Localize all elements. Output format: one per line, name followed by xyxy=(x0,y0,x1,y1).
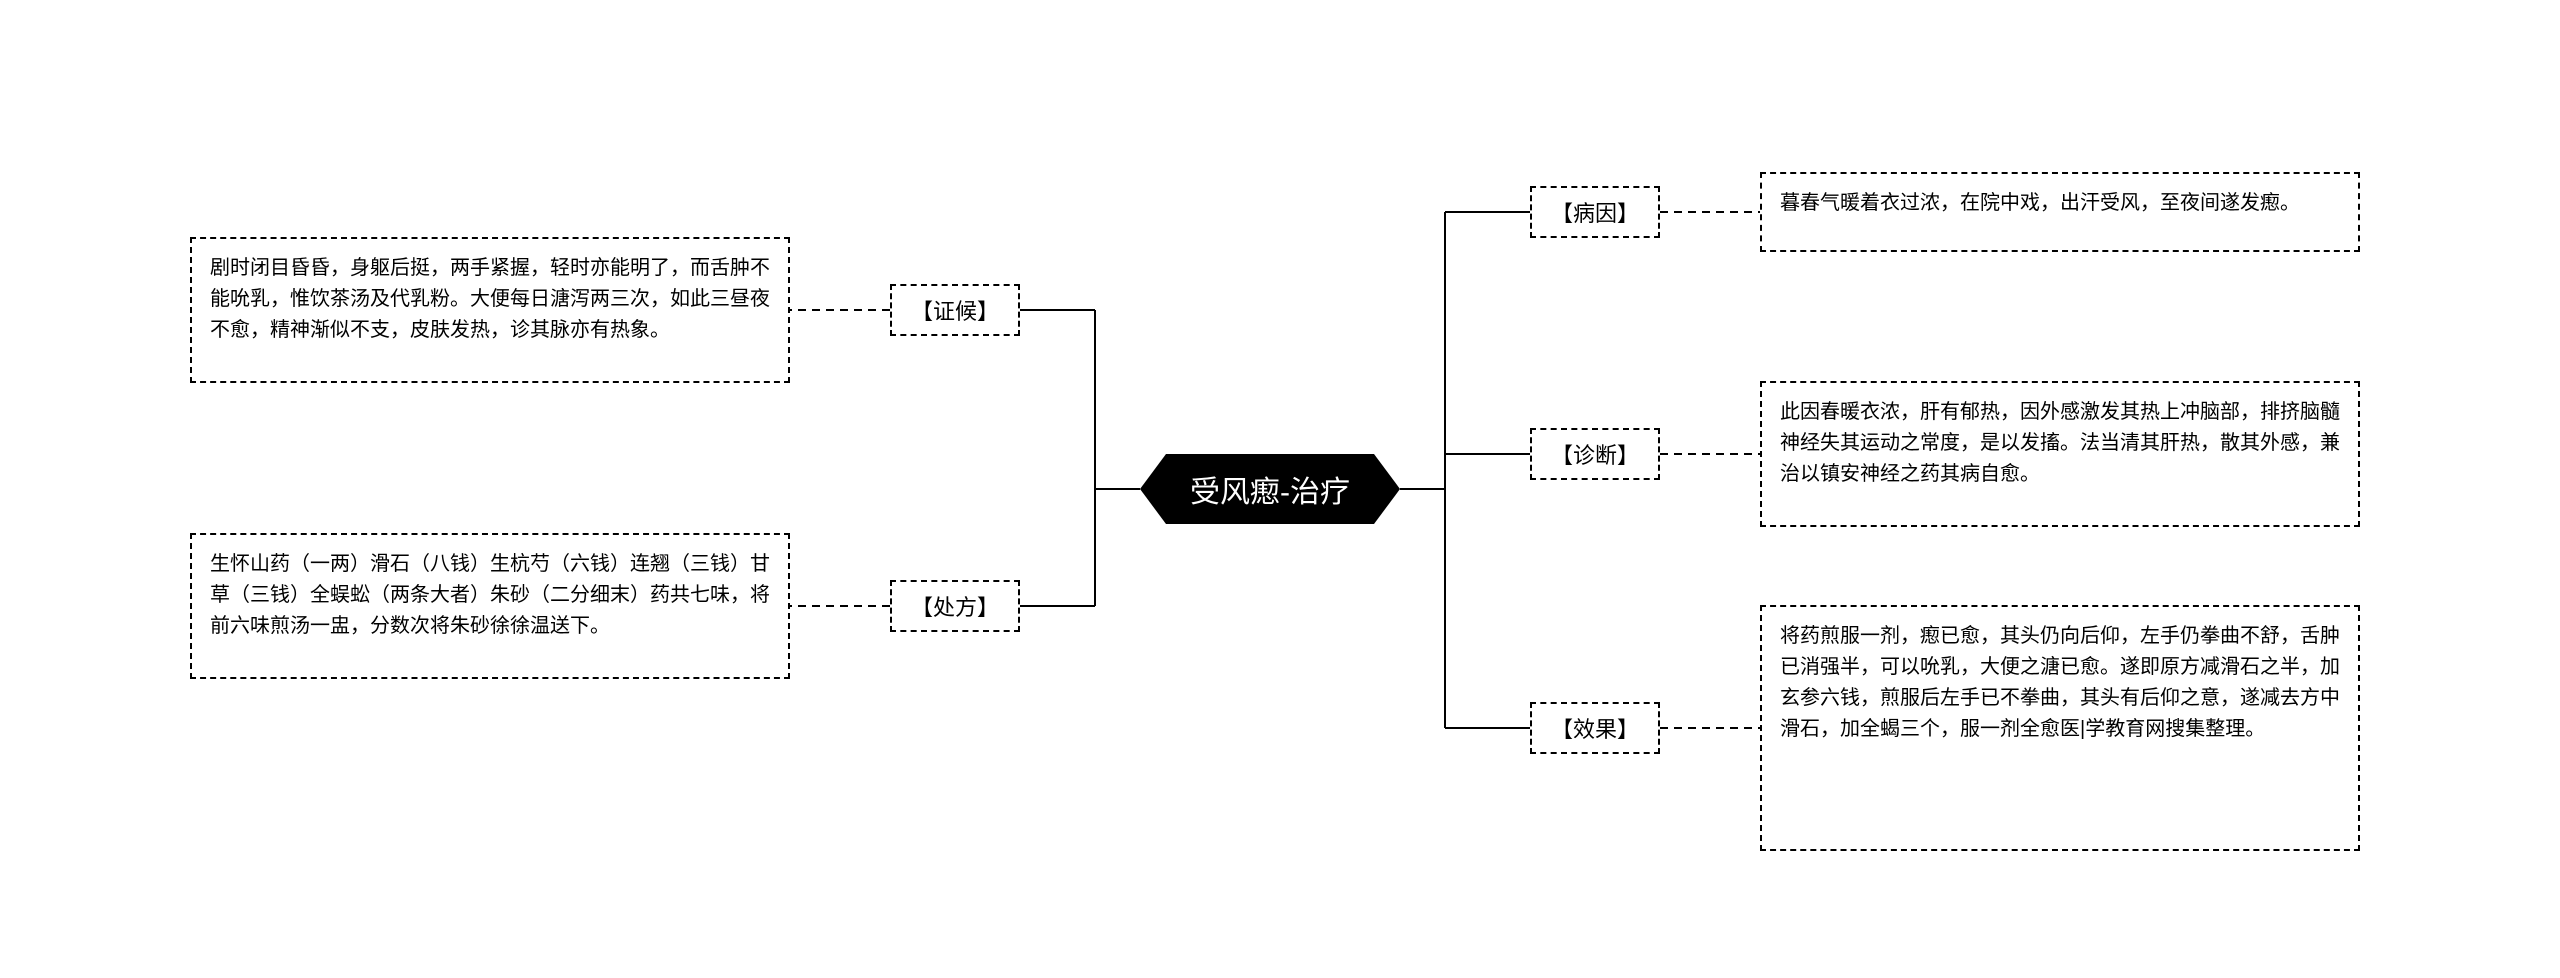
category-chufang: 【处方】 xyxy=(890,580,1020,632)
detail-text-bingyin: 暮春气暖着衣过浓，在院中戏，出汗受风，至夜间遂发瘛。 xyxy=(1780,192,2300,214)
category-label-bingyin: 【病因】 xyxy=(1551,196,1639,228)
category-label-zhenduan: 【诊断】 xyxy=(1551,438,1639,470)
detail-text-zhenghou: 剧时闭目昏昏，身躯后挺，两手紧握，轻时亦能明了，而舌肿不能吮乳，惟饮茶汤及代乳粉… xyxy=(210,257,770,341)
detail-zhenduan: 此因春暖衣浓，肝有郁热，因外感激发其热上冲脑部，排挤脑髓神经失其运动之常度，是以… xyxy=(1760,381,2360,527)
detail-zhenghou: 剧时闭目昏昏，身躯后挺，两手紧握，轻时亦能明了，而舌肿不能吮乳，惟饮茶汤及代乳粉… xyxy=(190,237,790,383)
category-zhenduan: 【诊断】 xyxy=(1530,428,1660,480)
category-label-zhenghou: 【证候】 xyxy=(911,294,999,326)
category-zhenghou: 【证候】 xyxy=(890,284,1020,336)
detail-xiaoguo: 将药煎服一剂，瘛已愈，其头仍向后仰，左手仍拳曲不舒，舌肿已消强半，可以吮乳，大便… xyxy=(1760,605,2360,851)
detail-text-xiaoguo: 将药煎服一剂，瘛已愈，其头仍向后仰，左手仍拳曲不舒，舌肿已消强半，可以吮乳，大便… xyxy=(1780,625,2340,740)
detail-text-zhenduan: 此因春暖衣浓，肝有郁热，因外感激发其热上冲脑部，排挤脑髓神经失其运动之常度，是以… xyxy=(1780,401,2340,485)
category-label-xiaoguo: 【效果】 xyxy=(1551,712,1639,744)
root-label: 受风瘛-治疗 xyxy=(1190,467,1350,511)
category-bingyin: 【病因】 xyxy=(1530,186,1660,238)
detail-chufang: 生怀山药（一两）滑石（八钱）生杭芍（六钱）连翘（三钱）甘草（三钱）全蜈蚣（两条大… xyxy=(190,533,790,679)
category-xiaoguo: 【效果】 xyxy=(1530,702,1660,754)
category-label-chufang: 【处方】 xyxy=(911,590,999,622)
detail-text-chufang: 生怀山药（一两）滑石（八钱）生杭芍（六钱）连翘（三钱）甘草（三钱）全蜈蚣（两条大… xyxy=(210,553,770,637)
detail-bingyin: 暮春气暖着衣过浓，在院中戏，出汗受风，至夜间遂发瘛。 xyxy=(1760,172,2360,252)
root-node: 受风瘛-治疗 xyxy=(1140,454,1400,524)
